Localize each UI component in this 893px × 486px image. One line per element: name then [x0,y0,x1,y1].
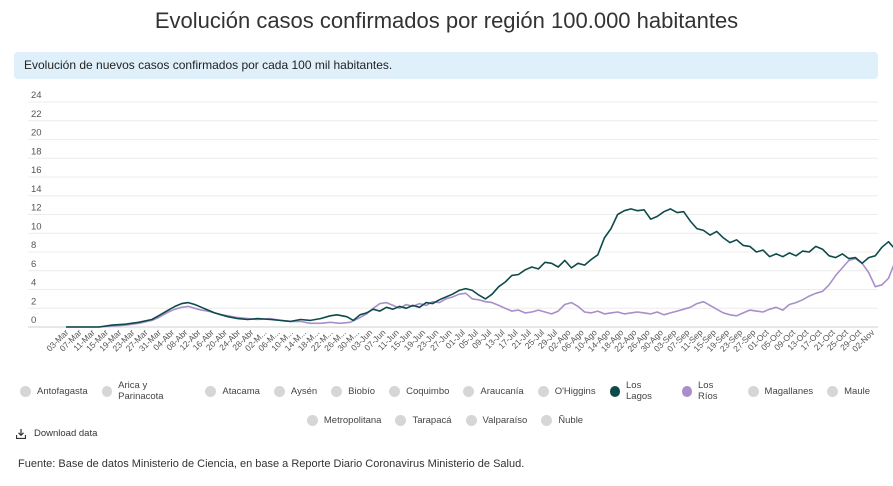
chart-subtitle: Evolución de nuevos casos confirmados po… [24,58,393,72]
legend-item[interactable]: Valparaíso [465,415,528,426]
y-gridlines [28,101,878,328]
y-tick-label: 2 [31,296,36,307]
legend-item[interactable]: Biobío [331,380,375,402]
y-tick-label: 0 [31,315,36,326]
download-icon [16,428,26,439]
legend-marker [537,385,549,397]
legend-item[interactable]: O'Higgins [537,380,596,402]
legend-marker [541,415,553,426]
legend-marker [20,385,31,397]
legend-label: Arica y Parinacota [118,380,164,402]
legend-marker [609,385,621,397]
legend-label: Maule [844,385,871,397]
legend-item[interactable]: Aysén [273,380,318,402]
legend-label: Magallanes [764,385,814,397]
x-axis-ticks: 03-Mar07-Mar11-Mar15-Mar19-Mar23-Mar27-M… [44,327,877,354]
chart-title: Evolución casos confirmados por región 1… [154,8,739,33]
legend-item[interactable]: Arica y Parinacota [101,380,192,402]
series-line-los-lagos[interactable] [66,109,893,328]
y-tick-label: 16 [31,165,42,176]
download-data-link[interactable]: Download data [16,428,97,439]
legend-marker [747,385,759,397]
legend-marker [389,385,401,397]
legend-item[interactable]: Coquimbo [389,380,449,402]
y-tick-label: 18 [31,146,42,157]
legend-item[interactable]: Metropolitana [306,415,382,426]
legend-label: Tarapacá [412,415,452,426]
y-tick-label: 20 [31,128,42,139]
y-tick-label: 4 [31,278,36,289]
legend-label: Ñuble [558,415,584,426]
series-line-los-r-os[interactable] [66,152,893,328]
legend: Antofagasta Arica y Parinacota Atacama Aysé… [20,380,870,439]
legend-marker [827,385,839,397]
legend-marker [395,415,407,426]
legend-label: Araucanía [480,385,524,397]
legend-item[interactable]: Los Ríos [681,380,734,402]
y-tick-label: 10 [31,221,42,232]
legend-marker [463,385,475,397]
y-tick-label: 6 [31,259,36,270]
legend-label: Coquimbo [406,385,450,397]
legend-item[interactable]: Maule [827,380,870,402]
legend-marker [331,385,343,397]
legend-marker [101,385,113,397]
legend-item[interactable]: Los Lagos [609,380,668,402]
legend-item[interactable]: Ñuble [541,415,583,426]
legend-item[interactable]: Araucanía [463,380,524,402]
y-tick-label: 22 [31,109,42,120]
legend-label: O'Higgins [554,385,596,397]
legend-label: Valparaíso [482,415,528,426]
download-label: Download data [34,428,98,439]
legend-label: Los Lagos [626,380,652,402]
subtitle-banner: Evolución de nuevos casos confirmados po… [14,52,878,79]
legend-row: Antofagasta Arica y Parinacota Atacama Aysé… [20,380,870,402]
legend-label: Biobío [348,385,376,397]
legend-item[interactable]: Antofagasta [20,380,88,402]
legend-item[interactable]: Magallanes [747,380,814,402]
legend-label: Antofagasta [37,385,88,397]
legend-label: Atacama [222,385,260,397]
legend-label: Aysén [290,385,318,397]
legend-marker [465,415,477,426]
legend-label: Metropolitana [323,415,382,426]
legend-marker [306,415,318,426]
legend-marker [681,385,693,397]
y-tick-label: 12 [31,203,42,214]
y-tick-label: 14 [31,184,42,195]
source-footer: Fuente: Base de datos Ministerio de Cien… [18,458,525,470]
legend-row: Metropolitana Tarapacá Valparaíso Ñuble [20,415,870,426]
legend-item[interactable]: Atacama [205,380,260,402]
legend-label: Los Ríos [698,380,718,402]
legend-marker [273,385,285,397]
series-lines [66,109,893,328]
y-tick-label: 24 [31,90,42,101]
legend-marker [205,385,217,397]
legend-item[interactable]: Tarapacá [395,415,452,426]
y-tick-label: 8 [31,240,36,251]
